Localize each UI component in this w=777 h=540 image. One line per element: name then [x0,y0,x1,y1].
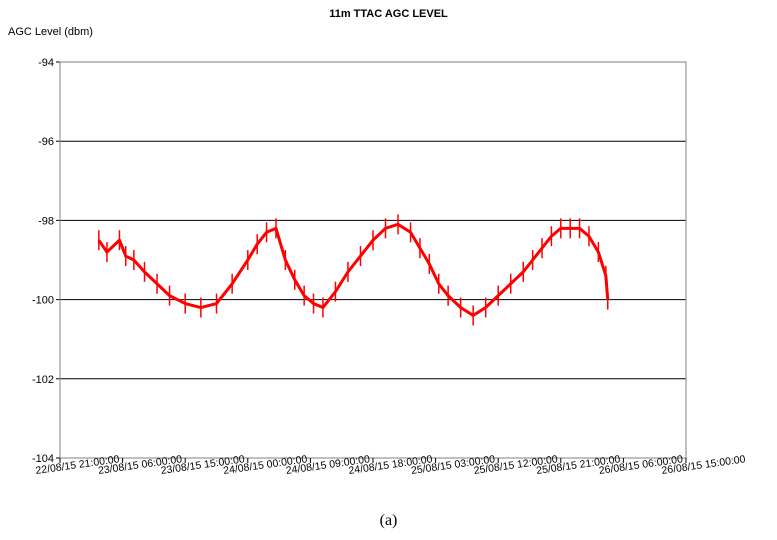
plot-border [59,61,687,459]
figure-caption: (a) [379,512,398,529]
series-line [97,222,610,317]
y-tick-label: -102 [32,374,54,386]
chart-title: 11m TTAC AGC LEVEL [329,8,448,20]
y-tick-label: -104 [32,453,54,465]
chart: 11m TTAC AGC LEVEL AGC Level (dbm) -94 -9… [8,8,746,477]
y-tick-label: -98 [38,215,54,227]
y-tick-label: -100 [32,295,54,307]
y-tick-label: -94 [38,57,54,69]
y-tick-label: -96 [38,136,54,148]
y-axis-label: AGC Level (dbm) [8,26,93,38]
